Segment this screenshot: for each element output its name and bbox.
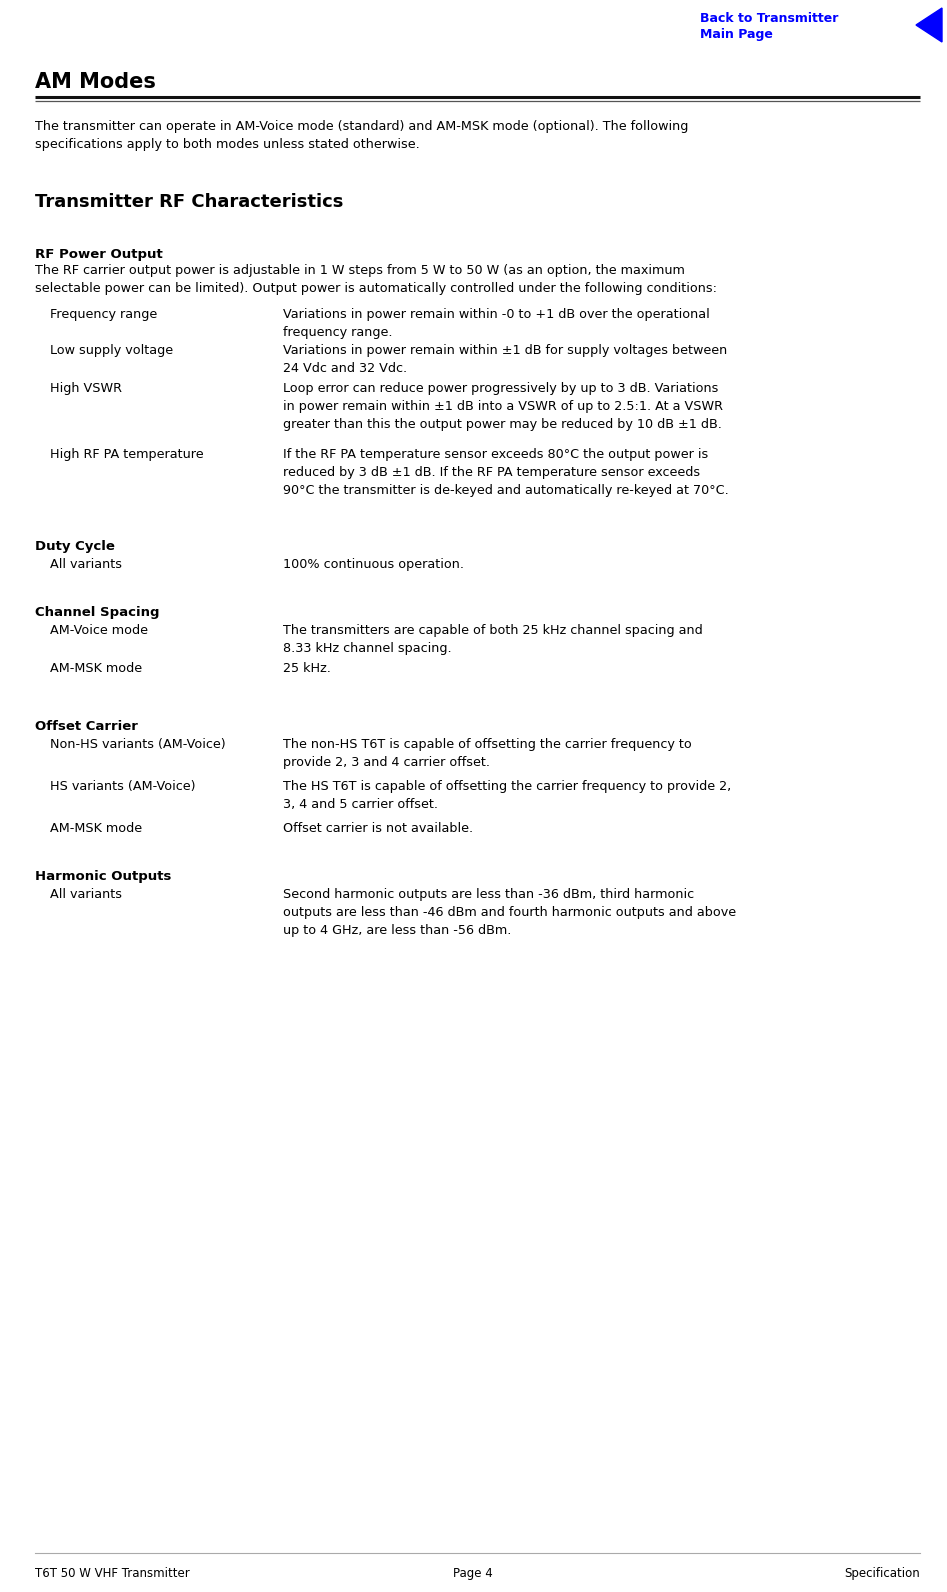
Text: T6T 50 W VHF Transmitter: T6T 50 W VHF Transmitter xyxy=(35,1567,189,1579)
Text: The HS T6T is capable of offsetting the carrier frequency to provide 2,
3, 4 and: The HS T6T is capable of offsetting the … xyxy=(283,780,731,810)
Text: Variations in power remain within -0 to +1 dB over the operational
frequency ran: Variations in power remain within -0 to … xyxy=(283,307,709,339)
Text: Duty Cycle: Duty Cycle xyxy=(35,540,115,552)
Text: Harmonic Outputs: Harmonic Outputs xyxy=(35,869,171,884)
Text: High VSWR: High VSWR xyxy=(50,382,122,395)
Text: High RF PA temperature: High RF PA temperature xyxy=(50,447,204,462)
Polygon shape xyxy=(916,8,942,41)
Text: HS variants (AM-Voice): HS variants (AM-Voice) xyxy=(50,780,195,793)
Text: 100% continuous operation.: 100% continuous operation. xyxy=(283,559,464,572)
Text: The transmitters are capable of both 25 kHz channel spacing and
8.33 kHz channel: The transmitters are capable of both 25 … xyxy=(283,624,703,654)
Text: 25 kHz.: 25 kHz. xyxy=(283,662,331,675)
Text: AM-MSK mode: AM-MSK mode xyxy=(50,821,142,834)
Text: Specification: Specification xyxy=(844,1567,920,1579)
Text: AM-MSK mode: AM-MSK mode xyxy=(50,662,142,675)
Text: Non-HS variants (AM-Voice): Non-HS variants (AM-Voice) xyxy=(50,739,225,751)
Text: All variants: All variants xyxy=(50,888,122,901)
Text: Channel Spacing: Channel Spacing xyxy=(35,607,159,619)
Text: AM-Voice mode: AM-Voice mode xyxy=(50,624,148,637)
Text: Second harmonic outputs are less than -36 dBm, third harmonic
outputs are less t: Second harmonic outputs are less than -3… xyxy=(283,888,736,938)
Text: Loop error can reduce power progressively by up to 3 dB. Variations
in power rem: Loop error can reduce power progressivel… xyxy=(283,382,723,431)
Text: RF Power Output: RF Power Output xyxy=(35,248,163,261)
Text: Offset Carrier: Offset Carrier xyxy=(35,720,138,732)
Text: All variants: All variants xyxy=(50,559,122,572)
Text: Main Page: Main Page xyxy=(700,29,773,41)
Text: Low supply voltage: Low supply voltage xyxy=(50,344,173,357)
Text: Transmitter RF Characteristics: Transmitter RF Characteristics xyxy=(35,193,344,212)
Text: Frequency range: Frequency range xyxy=(50,307,157,322)
Text: If the RF PA temperature sensor exceeds 80°C the output power is
reduced by 3 dB: If the RF PA temperature sensor exceeds … xyxy=(283,447,729,497)
Text: Page 4: Page 4 xyxy=(453,1567,492,1579)
Text: The non-HS T6T is capable of offsetting the carrier frequency to
provide 2, 3 an: The non-HS T6T is capable of offsetting … xyxy=(283,739,691,769)
Text: The transmitter can operate in AM-Voice mode (standard) and AM-MSK mode (optiona: The transmitter can operate in AM-Voice … xyxy=(35,119,688,151)
Text: AM Modes: AM Modes xyxy=(35,72,156,92)
Text: Variations in power remain within ±1 dB for supply voltages between
24 Vdc and 3: Variations in power remain within ±1 dB … xyxy=(283,344,727,376)
Text: Back to Transmitter: Back to Transmitter xyxy=(700,13,838,25)
Text: Offset carrier is not available.: Offset carrier is not available. xyxy=(283,821,474,834)
Text: The RF carrier output power is adjustable in 1 W steps from 5 W to 50 W (as an o: The RF carrier output power is adjustabl… xyxy=(35,264,717,295)
